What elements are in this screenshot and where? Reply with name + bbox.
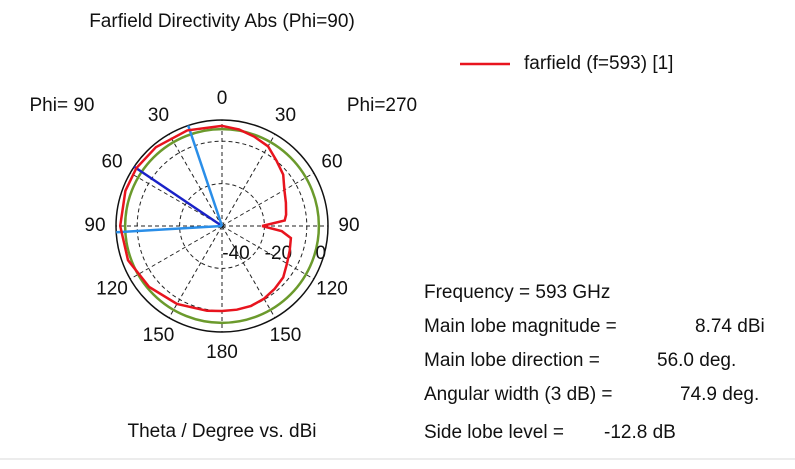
- legend-label: farfield (f=593) [1]: [524, 53, 673, 74]
- angle-tick-label: 0: [217, 88, 228, 109]
- radial-tick-label: 0: [316, 243, 327, 264]
- info-label: Main lobe magnitude =: [424, 316, 617, 337]
- angle-tick-label: 120: [96, 279, 128, 300]
- beam-line: [133, 165, 223, 228]
- angle-tick-label: 30: [275, 105, 296, 126]
- grid-spoke: [221, 225, 315, 280]
- angle-tick-label: 180: [206, 342, 238, 363]
- grid-spoke: [221, 172, 315, 227]
- chart-subtitle: Theta / Degree vs. dBi: [127, 421, 316, 442]
- grid-spoke: [221, 225, 276, 319]
- angle-tick-label: 60: [101, 152, 122, 173]
- reference-circle: [123, 127, 321, 325]
- grid-spoke: [168, 225, 223, 319]
- side-label: Phi=270: [347, 95, 417, 116]
- series-line: [118, 124, 293, 313]
- chart-title: Farfield Directivity Abs (Phi=90): [89, 11, 355, 32]
- radial-tick-label: -40: [222, 243, 249, 264]
- angle-tick-label: 90: [84, 215, 105, 236]
- info-value: 74.9 deg.: [680, 384, 759, 405]
- angle-tick-label: 150: [270, 325, 302, 346]
- angle-tick-label: 120: [316, 279, 348, 300]
- info-label: Angular width (3 dB) =: [424, 384, 613, 405]
- grid-spoke: [129, 225, 223, 280]
- info-label: Frequency = 593 GHz: [424, 282, 610, 303]
- angle-tick-label: 90: [338, 215, 359, 236]
- info-value: 56.0 deg.: [657, 350, 736, 371]
- grid-spoke: [168, 133, 223, 227]
- info-value: -12.8 dB: [604, 422, 676, 443]
- angle-tick-label: 150: [143, 325, 175, 346]
- side-label: Phi= 90: [30, 95, 95, 116]
- info-value: 8.74 dBi: [695, 316, 765, 337]
- angle-tick-label: 30: [148, 105, 169, 126]
- radial-tick-label: -20: [265, 243, 292, 264]
- info-label: Main lobe direction =: [424, 350, 600, 371]
- info-label: Side lobe level =: [424, 422, 564, 443]
- angle-tick-label: 60: [321, 152, 342, 173]
- outer-circle: [115, 119, 329, 333]
- beam-line: [187, 125, 224, 227]
- beam-line: [116, 224, 223, 234]
- grid-spoke: [221, 133, 276, 227]
